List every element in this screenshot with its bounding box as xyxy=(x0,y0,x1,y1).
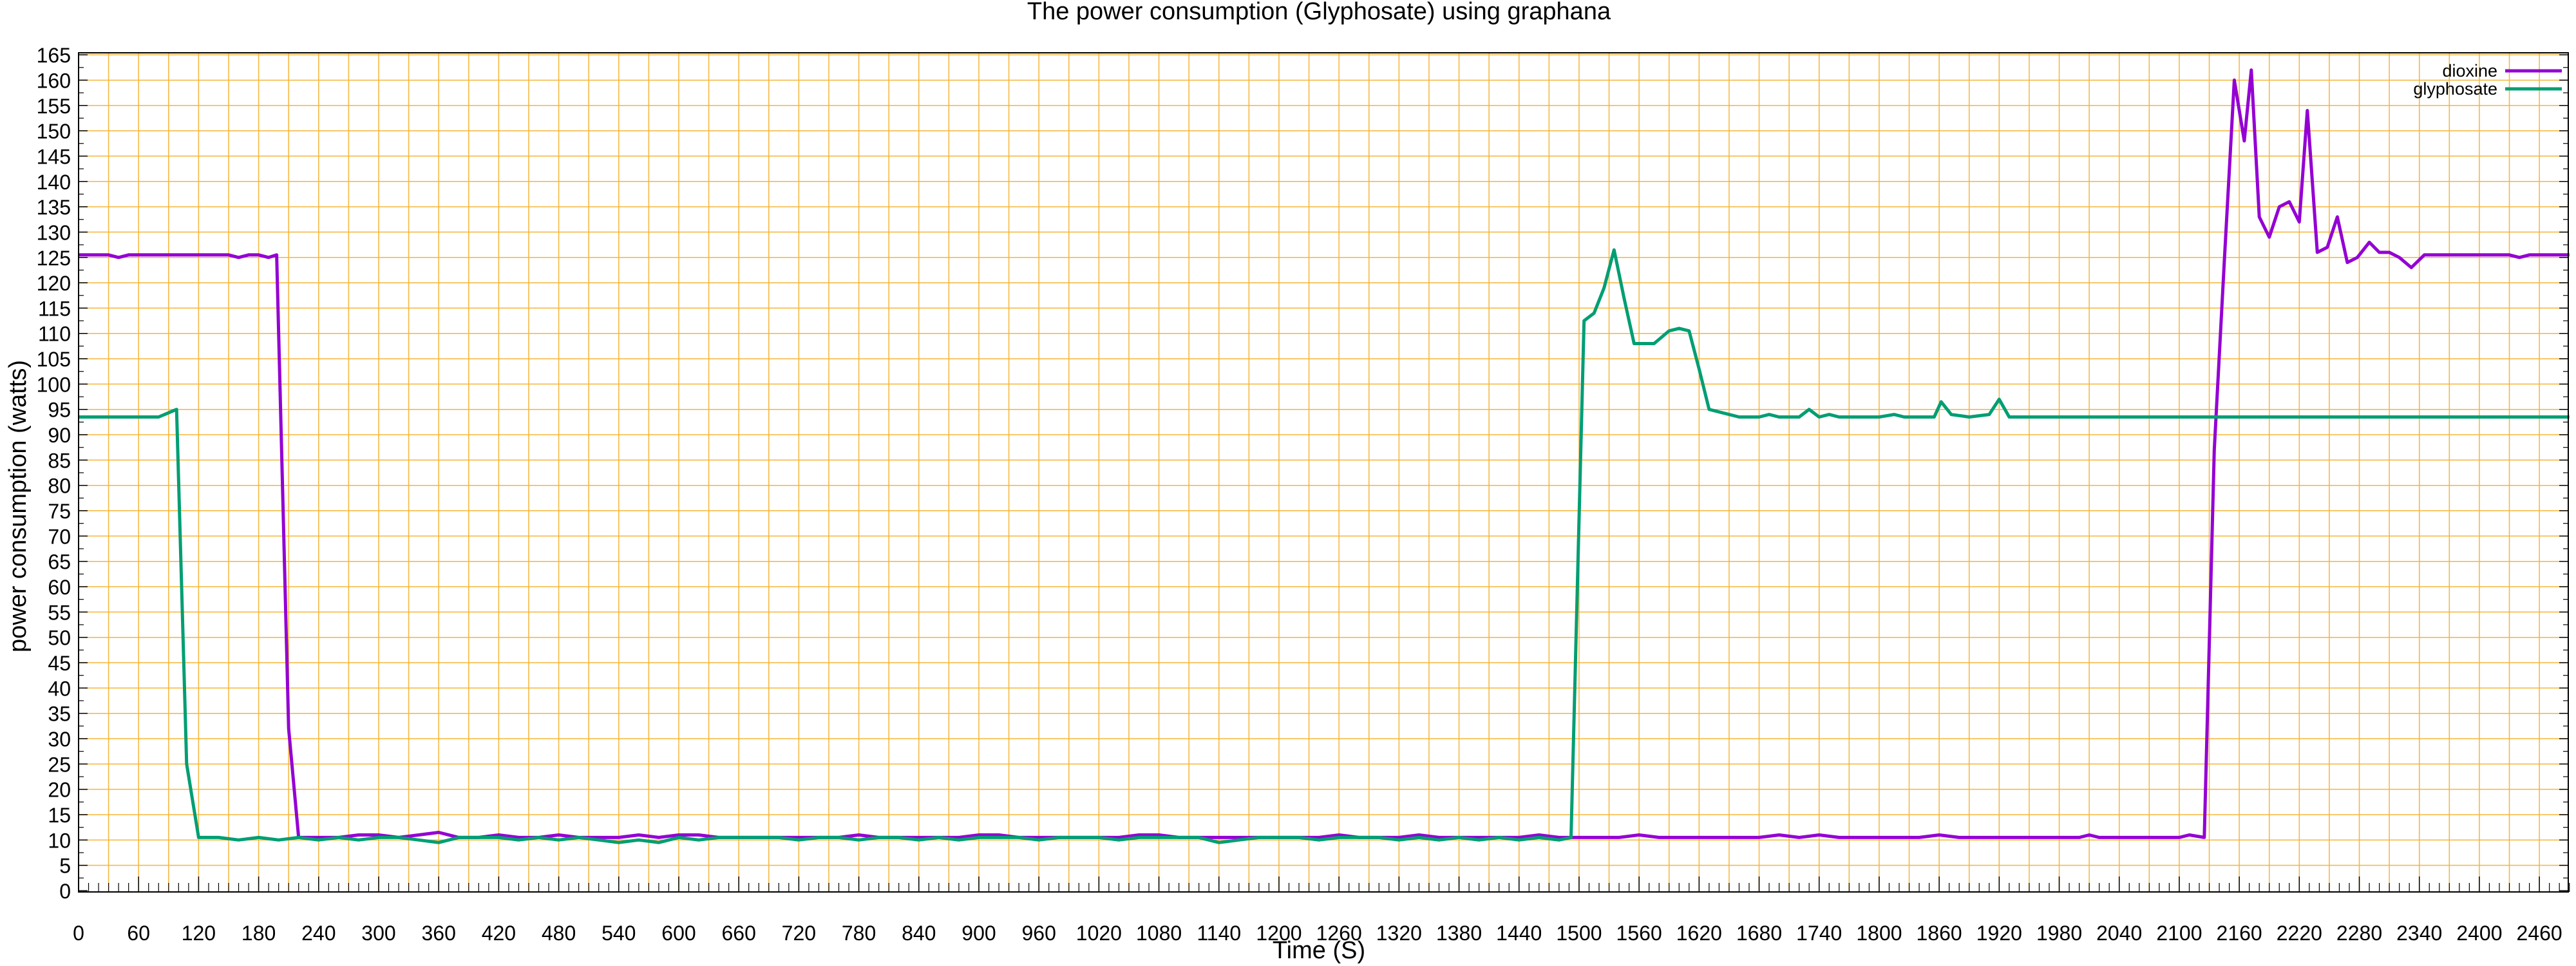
x-tick-label: 240 xyxy=(301,922,336,945)
y-axis-title: power consumption (watts) xyxy=(5,360,32,652)
x-tick-label: 1320 xyxy=(1376,922,1422,945)
series-line-glyphosate xyxy=(79,248,2570,844)
x-tick-label: 180 xyxy=(242,922,276,945)
y-tick-label: 155 xyxy=(37,95,71,118)
axis-ticks xyxy=(78,54,2570,892)
legend-label-glyphosate: glyphosate xyxy=(2413,79,2497,99)
series-line-dioxine xyxy=(79,68,2570,839)
x-tick-label: 2160 xyxy=(2217,922,2262,945)
x-tick-label: 1200 xyxy=(1256,922,1302,945)
y-tick-label: 135 xyxy=(37,196,71,219)
y-tick-label: 35 xyxy=(48,703,71,726)
x-tick-label: 540 xyxy=(601,922,636,945)
y-tick-label: 70 xyxy=(48,525,71,548)
x-tick-label: 1500 xyxy=(1556,922,1602,945)
tick-labels: 0510152025303540455055606570758085909510… xyxy=(37,44,2562,945)
x-tick-label: 1980 xyxy=(2036,922,2082,945)
x-tick-label: 1620 xyxy=(1676,922,1722,945)
y-tick-label: 20 xyxy=(48,779,71,802)
x-tick-label: 1020 xyxy=(1076,922,1122,945)
y-tick-label: 5 xyxy=(59,855,71,878)
y-tick-label: 15 xyxy=(48,804,71,827)
y-tick-label: 165 xyxy=(37,44,71,67)
x-tick-label: 120 xyxy=(182,922,216,945)
y-tick-label: 50 xyxy=(48,627,71,650)
x-tick-label: 2400 xyxy=(2456,922,2502,945)
x-tick-label: 600 xyxy=(661,922,696,945)
plot-area-border xyxy=(78,52,2569,893)
series-lines xyxy=(79,68,2570,844)
y-tick-label: 125 xyxy=(37,247,71,270)
x-tick-label: 1380 xyxy=(1436,922,1482,945)
y-tick-label: 90 xyxy=(48,424,71,447)
y-tick-label: 110 xyxy=(38,323,71,346)
chart-title: The power consumption (Glyphosate) using… xyxy=(1027,0,1611,25)
x-tick-label: 300 xyxy=(361,922,395,945)
x-tick-label: 960 xyxy=(1021,922,1056,945)
x-tick-label: 900 xyxy=(961,922,996,945)
x-tick-label: 1260 xyxy=(1316,922,1362,945)
y-tick-label: 80 xyxy=(48,475,71,498)
x-tick-label: 2100 xyxy=(2156,922,2202,945)
y-tick-label: 75 xyxy=(48,500,71,523)
x-tick-label: 2040 xyxy=(2096,922,2142,945)
y-tick-label: 85 xyxy=(48,449,71,472)
x-tick-label: 2220 xyxy=(2277,922,2322,945)
x-tick-label: 1800 xyxy=(1856,922,1902,945)
y-tick-label: 140 xyxy=(37,171,71,194)
x-tick-label: 1440 xyxy=(1496,922,1542,945)
x-tick-label: 1740 xyxy=(1796,922,1842,945)
x-tick-label: 420 xyxy=(482,922,516,945)
y-tick-label: 30 xyxy=(48,728,71,751)
y-tick-label: 145 xyxy=(37,145,71,168)
x-axis-title: Time (S) xyxy=(1273,937,1365,964)
x-tick-label: 480 xyxy=(542,922,576,945)
y-tick-label: 130 xyxy=(37,221,71,244)
x-tick-label: 60 xyxy=(127,922,150,945)
x-tick-label: 1680 xyxy=(1736,922,1782,945)
legend-label-dioxine: dioxine xyxy=(2442,61,2497,80)
x-tick-label: 1080 xyxy=(1136,922,1182,945)
x-tick-label: 2460 xyxy=(2517,922,2562,945)
y-tick-label: 25 xyxy=(48,753,71,776)
y-tick-label: 95 xyxy=(48,399,71,422)
y-tick-label: 150 xyxy=(37,120,71,143)
y-tick-label: 60 xyxy=(48,576,71,599)
y-tick-label: 120 xyxy=(37,272,71,295)
x-tick-label: 1140 xyxy=(1197,922,1241,945)
y-tick-label: 160 xyxy=(37,69,71,92)
x-tick-label: 840 xyxy=(902,922,936,945)
x-tick-label: 780 xyxy=(842,922,876,945)
y-tick-label: 0 xyxy=(59,880,71,903)
x-tick-label: 0 xyxy=(73,922,84,945)
grid xyxy=(78,53,2568,892)
y-tick-label: 115 xyxy=(38,297,71,320)
x-tick-label: 1560 xyxy=(1616,922,1662,945)
x-tick-label: 360 xyxy=(421,922,455,945)
x-tick-label: 720 xyxy=(782,922,816,945)
y-tick-label: 65 xyxy=(48,551,71,574)
y-tick-label: 40 xyxy=(48,677,71,700)
x-tick-label: 1860 xyxy=(1917,922,1962,945)
y-tick-label: 100 xyxy=(37,373,71,396)
y-tick-label: 45 xyxy=(48,652,71,675)
x-tick-label: 2280 xyxy=(2336,922,2382,945)
y-tick-label: 105 xyxy=(37,348,71,371)
y-tick-label: 10 xyxy=(48,829,71,852)
x-tick-label: 660 xyxy=(721,922,755,945)
x-tick-label: 2340 xyxy=(2396,922,2442,945)
x-tick-label: 1920 xyxy=(1976,922,2022,945)
y-tick-label: 55 xyxy=(48,601,71,624)
